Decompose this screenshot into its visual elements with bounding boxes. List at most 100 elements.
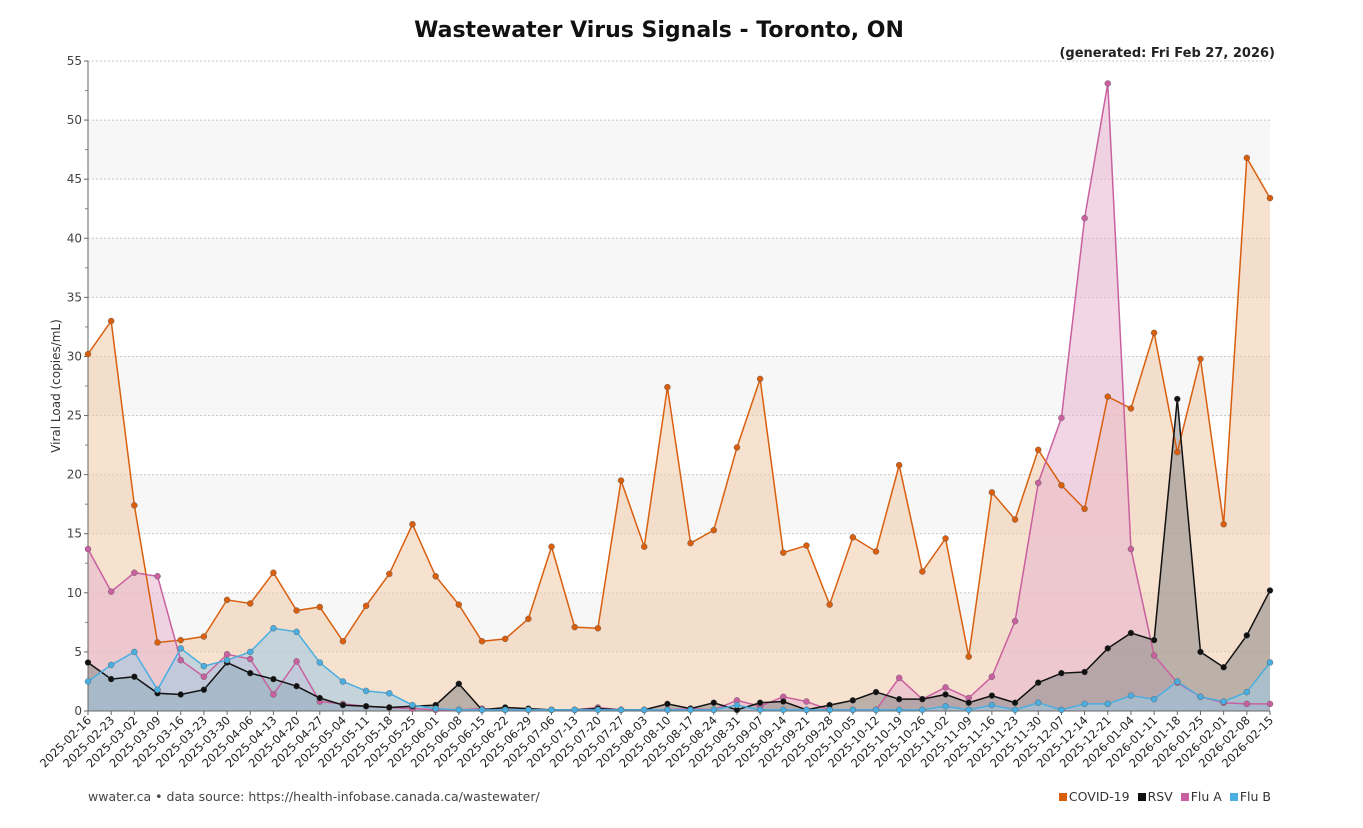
point-covid-19 — [339, 638, 347, 645]
point-covid-19 — [1011, 516, 1019, 523]
area-rsv — [88, 399, 1270, 711]
point-flu-a — [1081, 214, 1088, 222]
point-rsv — [1104, 645, 1111, 652]
point-rsv — [455, 680, 463, 688]
point-covid-19 — [316, 603, 323, 611]
point-flu-b — [988, 701, 996, 709]
y-tick-label: 50 — [67, 113, 82, 127]
point-flu-a — [895, 674, 903, 682]
legend-swatch — [1229, 792, 1238, 801]
point-rsv — [1220, 664, 1227, 671]
point-covid-19 — [455, 601, 463, 608]
legend: COVID-19 RSV Flu A Flu B — [1058, 789, 1271, 804]
y-tick-label: 5 — [74, 645, 82, 659]
point-rsv — [919, 695, 926, 703]
point-flu-b — [1243, 688, 1251, 696]
point-rsv — [1058, 669, 1065, 677]
legend-label: Flu B — [1239, 789, 1271, 804]
legend-item-rsv[interactable]: RSV — [1137, 789, 1173, 804]
point-flu-b — [1058, 706, 1065, 714]
point-flu-b — [478, 706, 486, 714]
point-covid-19 — [1081, 505, 1088, 513]
point-covid-19 — [84, 350, 92, 358]
point-rsv — [316, 694, 323, 702]
point-covid-19 — [988, 489, 996, 496]
point-covid-19 — [270, 569, 277, 576]
point-rsv — [270, 675, 277, 683]
point-covid-19 — [1197, 355, 1204, 363]
point-flu-b — [501, 706, 509, 714]
point-covid-19 — [756, 375, 764, 383]
legend-label: Flu A — [1190, 789, 1222, 804]
point-flu-b — [84, 678, 92, 685]
point-covid-19 — [525, 615, 532, 623]
point-flu-b — [1011, 706, 1019, 714]
y-tick-label: 10 — [67, 586, 82, 600]
point-covid-19 — [571, 623, 578, 631]
legend-item-flu-a[interactable]: Flu A — [1180, 789, 1222, 804]
point-covid-19 — [641, 543, 648, 550]
point-flu-b — [942, 703, 949, 710]
line-flu-b — [87, 627, 1271, 711]
point-flu-b — [177, 645, 184, 652]
legend-swatch — [1180, 792, 1189, 801]
point-rsv — [1243, 632, 1251, 639]
point-covid-19 — [247, 600, 254, 607]
point-rsv — [895, 695, 903, 703]
point-covid-19 — [107, 317, 115, 325]
point-flu-a — [1243, 700, 1251, 708]
point-flu-a — [1035, 479, 1042, 487]
point-flu-b — [200, 662, 208, 670]
legend-item-flu-b[interactable]: Flu B — [1229, 789, 1271, 804]
point-flu-b — [780, 706, 787, 714]
point-rsv — [293, 682, 300, 690]
footer-source: wwater.ca • data source: https://health-… — [88, 789, 540, 804]
point-flu-b — [107, 661, 115, 669]
point-rsv — [1174, 395, 1181, 403]
point-flu-b — [362, 687, 370, 695]
point-covid-19 — [872, 548, 880, 555]
point-covid-19 — [1104, 393, 1111, 400]
point-covid-19 — [548, 543, 555, 550]
point-covid-19 — [223, 596, 231, 604]
point-covid-19 — [780, 549, 787, 556]
point-flu-a — [1011, 617, 1019, 625]
point-flu-b — [1035, 699, 1042, 706]
point-flu-b — [1081, 700, 1088, 708]
point-rsv — [1127, 629, 1135, 637]
point-rsv — [780, 698, 787, 705]
point-rsv — [1011, 699, 1019, 706]
chart-title: Wastewater Virus Signals - Toronto, ON — [414, 18, 904, 43]
point-flu-b — [733, 701, 741, 709]
point-flu-b — [919, 706, 926, 714]
point-flu-b — [1266, 659, 1274, 666]
point-flu-b — [548, 706, 555, 714]
point-covid-19 — [594, 625, 602, 632]
y-tick-label: 25 — [67, 409, 82, 423]
grid-band — [88, 238, 1270, 298]
point-rsv — [1266, 587, 1274, 594]
point-covid-19 — [409, 521, 416, 528]
point-flu-b — [293, 628, 300, 636]
point-flu-a — [293, 658, 300, 665]
point-flu-b — [641, 706, 648, 714]
y-tick-label: 0 — [74, 704, 82, 718]
generated-date: (generated: Fri Feb 27, 2026) — [1059, 46, 1275, 61]
point-covid-19 — [895, 461, 903, 469]
point-rsv — [84, 659, 92, 666]
point-rsv — [942, 691, 949, 698]
point-flu-b — [826, 706, 833, 714]
point-flu-b — [710, 706, 717, 714]
point-rsv — [107, 675, 115, 683]
point-flu-b — [525, 706, 532, 714]
point-covid-19 — [1220, 521, 1227, 528]
point-rsv — [756, 699, 764, 706]
point-rsv — [1197, 648, 1204, 656]
line-covid-19 — [87, 155, 1271, 657]
point-covid-19 — [1035, 446, 1042, 454]
x-tick-labels: 2025-02-162025-02-232025-03-022025-03-09… — [37, 713, 1276, 770]
point-flu-b — [803, 706, 810, 714]
legend-item-covid-19[interactable]: COVID-19 — [1058, 789, 1130, 804]
point-rsv — [131, 673, 138, 680]
